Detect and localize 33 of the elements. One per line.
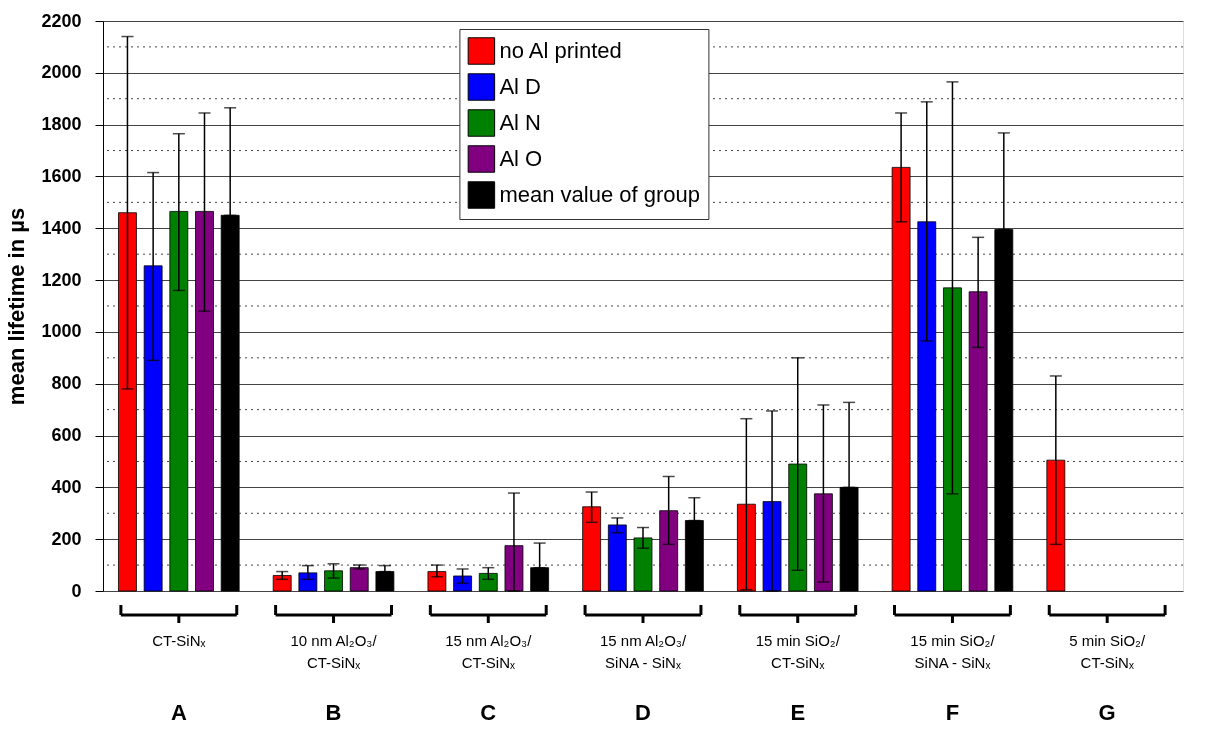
text: E	[790, 700, 806, 725]
text: C	[480, 700, 497, 725]
text: D	[635, 700, 651, 725]
x-tick-label: 5 min SiO₂/ CT-SiNₓ	[1069, 631, 1146, 671]
text: A	[170, 700, 187, 725]
y-tick-label: 600	[51, 425, 82, 446]
x-tick-label: 15 min SiO₂/ SiNA - SiNₓ	[910, 631, 996, 671]
y-tick-label: 1400	[41, 217, 82, 238]
y-tick-label: 1000	[41, 321, 82, 342]
y-tick-label: 1800	[41, 114, 82, 135]
y-tick-label: 2200	[41, 10, 82, 31]
y-tick-label: 400	[51, 476, 82, 497]
x-tick-label: CT-SiNₓ	[152, 631, 206, 649]
x-tick-label: 10 nm Al₂O₃/ CT-SiNₓ	[290, 631, 378, 671]
legend-label: Al O	[499, 146, 543, 171]
y-tick-label: 800	[51, 373, 82, 394]
text: G	[1098, 700, 1116, 725]
legend-label: no Al printed	[499, 38, 622, 63]
x-tick-label: 15 min SiO₂/ CT-SiNₓ	[755, 631, 841, 671]
y-tick-label: 1600	[41, 165, 82, 186]
y-tick-label: 200	[51, 528, 82, 549]
y-axis-title: mean lifetime in µs	[4, 207, 30, 406]
text: F	[945, 700, 960, 725]
y-tick-label: 2000	[41, 62, 82, 83]
legend-label: mean value of group	[499, 182, 700, 207]
legend-label: Al N	[499, 110, 541, 135]
bar	[478, 572, 498, 592]
x-tick-label: 15 nm Al₂O₃/ SiNA - SiNₓ	[599, 631, 687, 671]
x-tick-label: 15 nm Al₂O₃/ CT-SiNₓ	[445, 631, 533, 671]
y-tick-label: 0	[71, 580, 82, 601]
y-tick-label: 1200	[41, 269, 82, 290]
legend-label: Al D	[499, 74, 541, 99]
text: B	[325, 700, 342, 725]
